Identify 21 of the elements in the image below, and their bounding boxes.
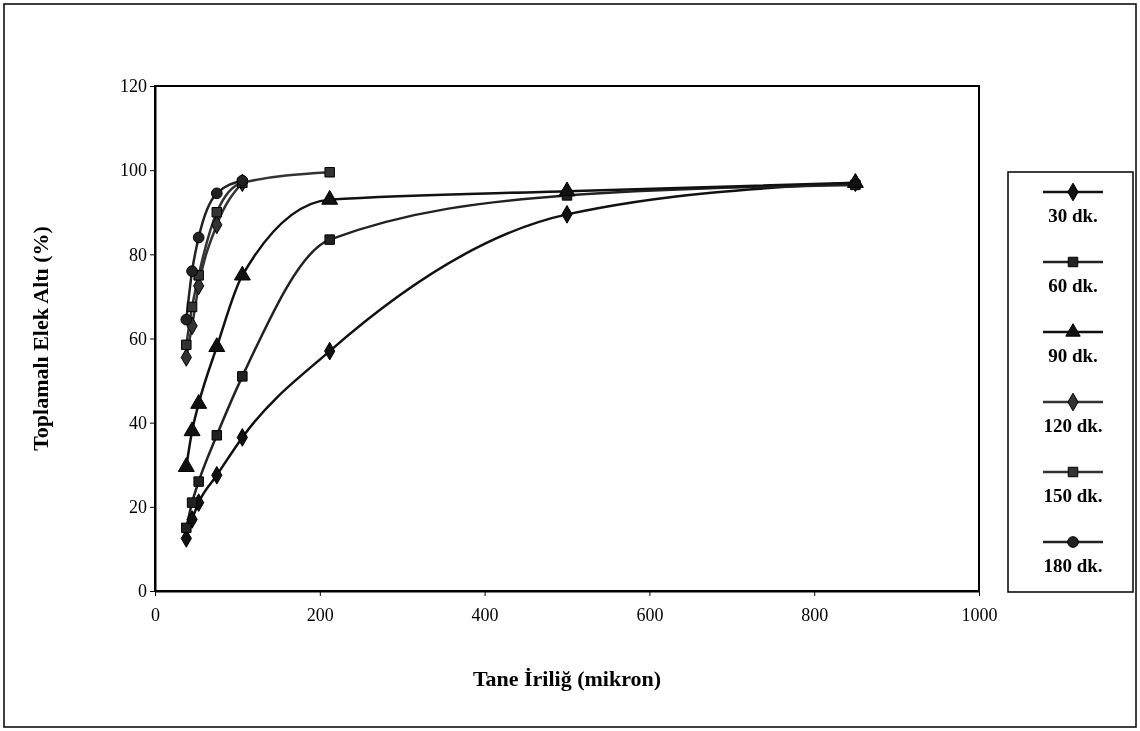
x-tick-label: 400: [471, 604, 499, 625]
y-tick-label: 60: [129, 328, 147, 349]
x-tick-label: 0: [151, 604, 160, 625]
y-tick-label: 80: [129, 244, 147, 265]
legend-label: 90 dk.: [1048, 345, 1098, 366]
legend-label: 60 dk.: [1048, 275, 1098, 296]
x-tick-label: 200: [306, 604, 334, 625]
legend-label: 120 dk.: [1043, 415, 1103, 436]
legend-label: 180 dk.: [1043, 555, 1103, 576]
y-tick-label: 100: [120, 160, 147, 181]
y-axis-title: Toplamalı Elek Altı (%): [28, 226, 53, 451]
x-tick-label: 800: [801, 604, 829, 625]
legend-label: 150 dk.: [1043, 485, 1103, 506]
x-axis-title: Tane İriliğ (mikron): [472, 666, 662, 691]
y-tick-label: 40: [129, 412, 147, 433]
y-tick-label: 20: [129, 497, 147, 518]
x-tick-label: 600: [636, 604, 664, 625]
legend-label: 30 dk.: [1048, 205, 1098, 226]
y-tick-label: 0: [138, 581, 147, 602]
y-tick-label: 120: [120, 76, 147, 97]
x-tick-label: 1000: [961, 604, 998, 625]
